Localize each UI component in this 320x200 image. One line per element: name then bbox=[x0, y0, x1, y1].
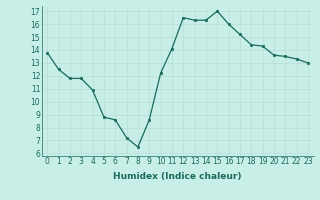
X-axis label: Humidex (Indice chaleur): Humidex (Indice chaleur) bbox=[113, 172, 242, 181]
